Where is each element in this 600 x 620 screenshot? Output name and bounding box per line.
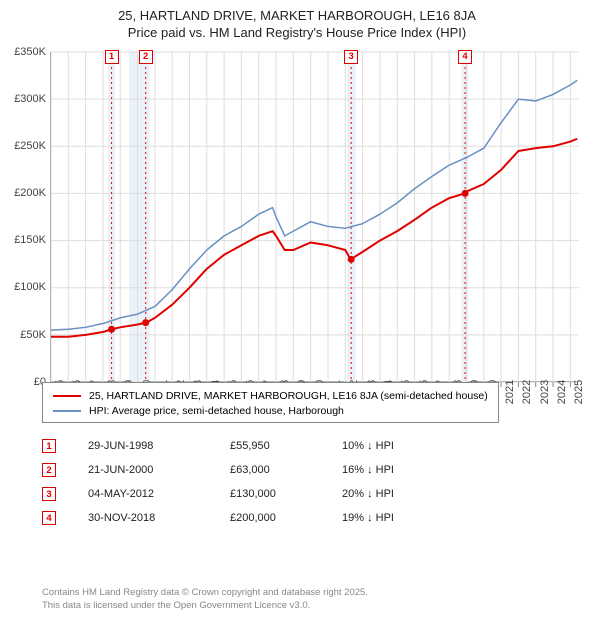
legend-label-property: 25, HARTLAND DRIVE, MARKET HARBOROUGH, L… [89, 389, 488, 404]
xtick-label: 2024 [556, 380, 568, 404]
plot-svg [51, 52, 579, 382]
license-text: Contains HM Land Registry data © Crown c… [42, 587, 368, 612]
chart-sale-marker: 2 [139, 50, 153, 64]
legend-item-hpi: HPI: Average price, semi-detached house,… [53, 404, 488, 419]
sale-marker-4: 4 [42, 511, 56, 525]
ytick-label: £300K [14, 93, 46, 105]
sale-date-2: 21-JUN-2000 [88, 464, 198, 476]
ytick-label: £250K [14, 140, 46, 152]
sale-price-4: £200,000 [230, 512, 310, 524]
plot-region: 1 2 3 4 [50, 52, 578, 382]
ytick-label: £350K [14, 46, 46, 58]
xtick-label: 2023 [539, 380, 551, 404]
legend-label-hpi: HPI: Average price, semi-detached house,… [89, 404, 344, 419]
ytick-label: £50K [20, 329, 46, 341]
sale-marker-3: 3 [42, 487, 56, 501]
sale-row-3: 3 04-MAY-2012 £130,000 20% ↓ HPI [42, 482, 432, 506]
legend-swatch-hpi [53, 410, 81, 412]
sale-delta-1: 10% ↓ HPI [342, 440, 432, 452]
sale-delta-3: 20% ↓ HPI [342, 488, 432, 500]
xtick-label: 2021 [504, 380, 516, 404]
sale-delta-2: 16% ↓ HPI [342, 464, 432, 476]
legend-swatch-property [53, 395, 81, 397]
xtick-label: 2025 [573, 380, 585, 404]
sale-price-1: £55,950 [230, 440, 310, 452]
sale-price-3: £130,000 [230, 488, 310, 500]
legend: 25, HARTLAND DRIVE, MARKET HARBOROUGH, L… [42, 382, 499, 423]
title-address: 25, HARTLAND DRIVE, MARKET HARBOROUGH, L… [8, 8, 586, 25]
sale-row-2: 2 21-JUN-2000 £63,000 16% ↓ HPI [42, 458, 432, 482]
chart-sale-marker: 3 [344, 50, 358, 64]
chart-container: 25, HARTLAND DRIVE, MARKET HARBOROUGH, L… [0, 0, 600, 620]
sale-price-2: £63,000 [230, 464, 310, 476]
chart-area: 1234 £0£50K£100K£150K£200K£250K£300K£350… [8, 48, 586, 418]
sale-date-3: 04-MAY-2012 [88, 488, 198, 500]
ytick-label: £100K [14, 281, 46, 293]
title-subtitle: Price paid vs. HM Land Registry's House … [8, 25, 586, 42]
sale-row-1: 1 29-JUN-1998 £55,950 10% ↓ HPI [42, 434, 432, 458]
license-line-1: Contains HM Land Registry data © Crown c… [42, 587, 368, 599]
license-line-2: This data is licensed under the Open Gov… [42, 600, 368, 612]
chart-sale-marker: 1 [105, 50, 119, 64]
sale-delta-4: 19% ↓ HPI [342, 512, 432, 524]
sale-date-1: 29-JUN-1998 [88, 440, 198, 452]
sale-date-4: 30-NOV-2018 [88, 512, 198, 524]
sale-marker-1: 1 [42, 439, 56, 453]
ytick-label: £200K [14, 187, 46, 199]
chart-sale-marker: 4 [458, 50, 472, 64]
ytick-label: £150K [14, 234, 46, 246]
chart-title-block: 25, HARTLAND DRIVE, MARKET HARBOROUGH, L… [8, 8, 586, 42]
sales-table: 1 29-JUN-1998 £55,950 10% ↓ HPI 2 21-JUN… [42, 434, 432, 530]
xtick-label: 2022 [521, 380, 533, 404]
legend-item-property: 25, HARTLAND DRIVE, MARKET HARBOROUGH, L… [53, 389, 488, 404]
sale-row-4: 4 30-NOV-2018 £200,000 19% ↓ HPI [42, 506, 432, 530]
sale-marker-2: 2 [42, 463, 56, 477]
